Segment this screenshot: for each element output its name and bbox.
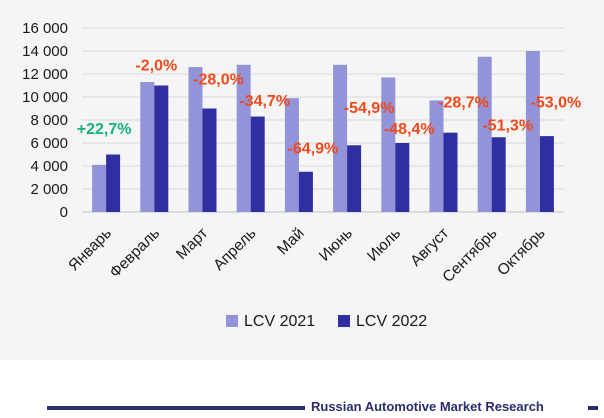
bar-lcv-2021 <box>236 64 251 212</box>
bar-lcv-2021 <box>525 51 540 212</box>
bar-lcv-2022 <box>491 137 506 212</box>
x-category-label: Январь <box>65 225 115 275</box>
bar-lcv-2022 <box>347 145 362 212</box>
change-label: -64,9% <box>288 140 339 157</box>
x-category-label: Октябрь <box>494 225 549 280</box>
bar-lcv-2021 <box>92 164 107 212</box>
bar-lcv-2022 <box>443 132 458 212</box>
bar-lcv-2021 <box>333 64 348 212</box>
y-tick-label: 12 000 <box>22 66 68 83</box>
legend-swatch <box>226 315 238 327</box>
bar-lcv-2021 <box>140 82 155 212</box>
bar-lcv-2021 <box>284 98 299 212</box>
bar-lcv-2022 <box>250 116 265 212</box>
y-tick-label: 14 000 <box>22 43 68 60</box>
change-label: -48,4% <box>384 121 435 138</box>
y-tick-label: 10 000 <box>22 89 68 106</box>
x-category-label: Март <box>173 225 211 263</box>
change-label: -54,9% <box>344 100 395 117</box>
footer-rule <box>47 406 305 410</box>
change-label: -28,7% <box>438 94 489 111</box>
bar-lcv-2022 <box>106 154 121 212</box>
legend-swatch <box>338 315 350 327</box>
legend-label: LCV 2022 <box>356 313 427 330</box>
legend-label: LCV 2021 <box>244 313 315 330</box>
bar-lcv-2022 <box>154 85 169 212</box>
change-label: -2,0% <box>135 58 177 75</box>
footer-rule-end <box>588 406 598 410</box>
bar-lcv-2022 <box>539 136 554 212</box>
bar-lcv-2021 <box>477 56 492 212</box>
y-tick-label: 8 000 <box>30 112 68 129</box>
bar-lcv-2021 <box>188 67 203 212</box>
x-category-label: Август <box>407 225 452 270</box>
y-tick-label: 2 000 <box>30 181 68 198</box>
change-label: -53,0% <box>531 94 582 111</box>
x-category-label: Июль <box>364 225 404 265</box>
bar-lcv-2022 <box>202 108 217 212</box>
x-category-label: Май <box>274 225 307 258</box>
change-label: +22,7% <box>77 121 132 138</box>
y-tick-label: 4 000 <box>30 158 68 175</box>
bar-chart: 0 2 000 4 000 6 000 8 000 10 000 12 000 14 000 1… <box>22 20 582 330</box>
x-category-label: Июнь <box>316 225 356 265</box>
x-category-label: Апрель <box>210 225 259 274</box>
y-tick-label: 16 000 <box>22 20 68 37</box>
chart-area: 0 2 000 4 000 6 000 8 000 10 000 12 000 14 000 1… <box>22 20 582 330</box>
bar-lcv-2022 <box>298 171 313 212</box>
change-label: -51,3% <box>482 117 533 134</box>
change-label: -28,0% <box>193 71 244 88</box>
y-tick-label: 6 000 <box>30 135 68 152</box>
change-label: -34,7% <box>239 93 290 110</box>
bar-lcv-2021 <box>429 100 444 212</box>
bar-lcv-2022 <box>395 143 410 212</box>
y-tick-label: 0 <box>60 204 68 221</box>
footer: Russian Automotive Market Research <box>0 394 604 418</box>
source-credit: Russian Automotive Market Research <box>311 399 544 414</box>
bar-lcv-2021 <box>381 77 396 212</box>
x-category-label: Февраль <box>107 225 164 282</box>
